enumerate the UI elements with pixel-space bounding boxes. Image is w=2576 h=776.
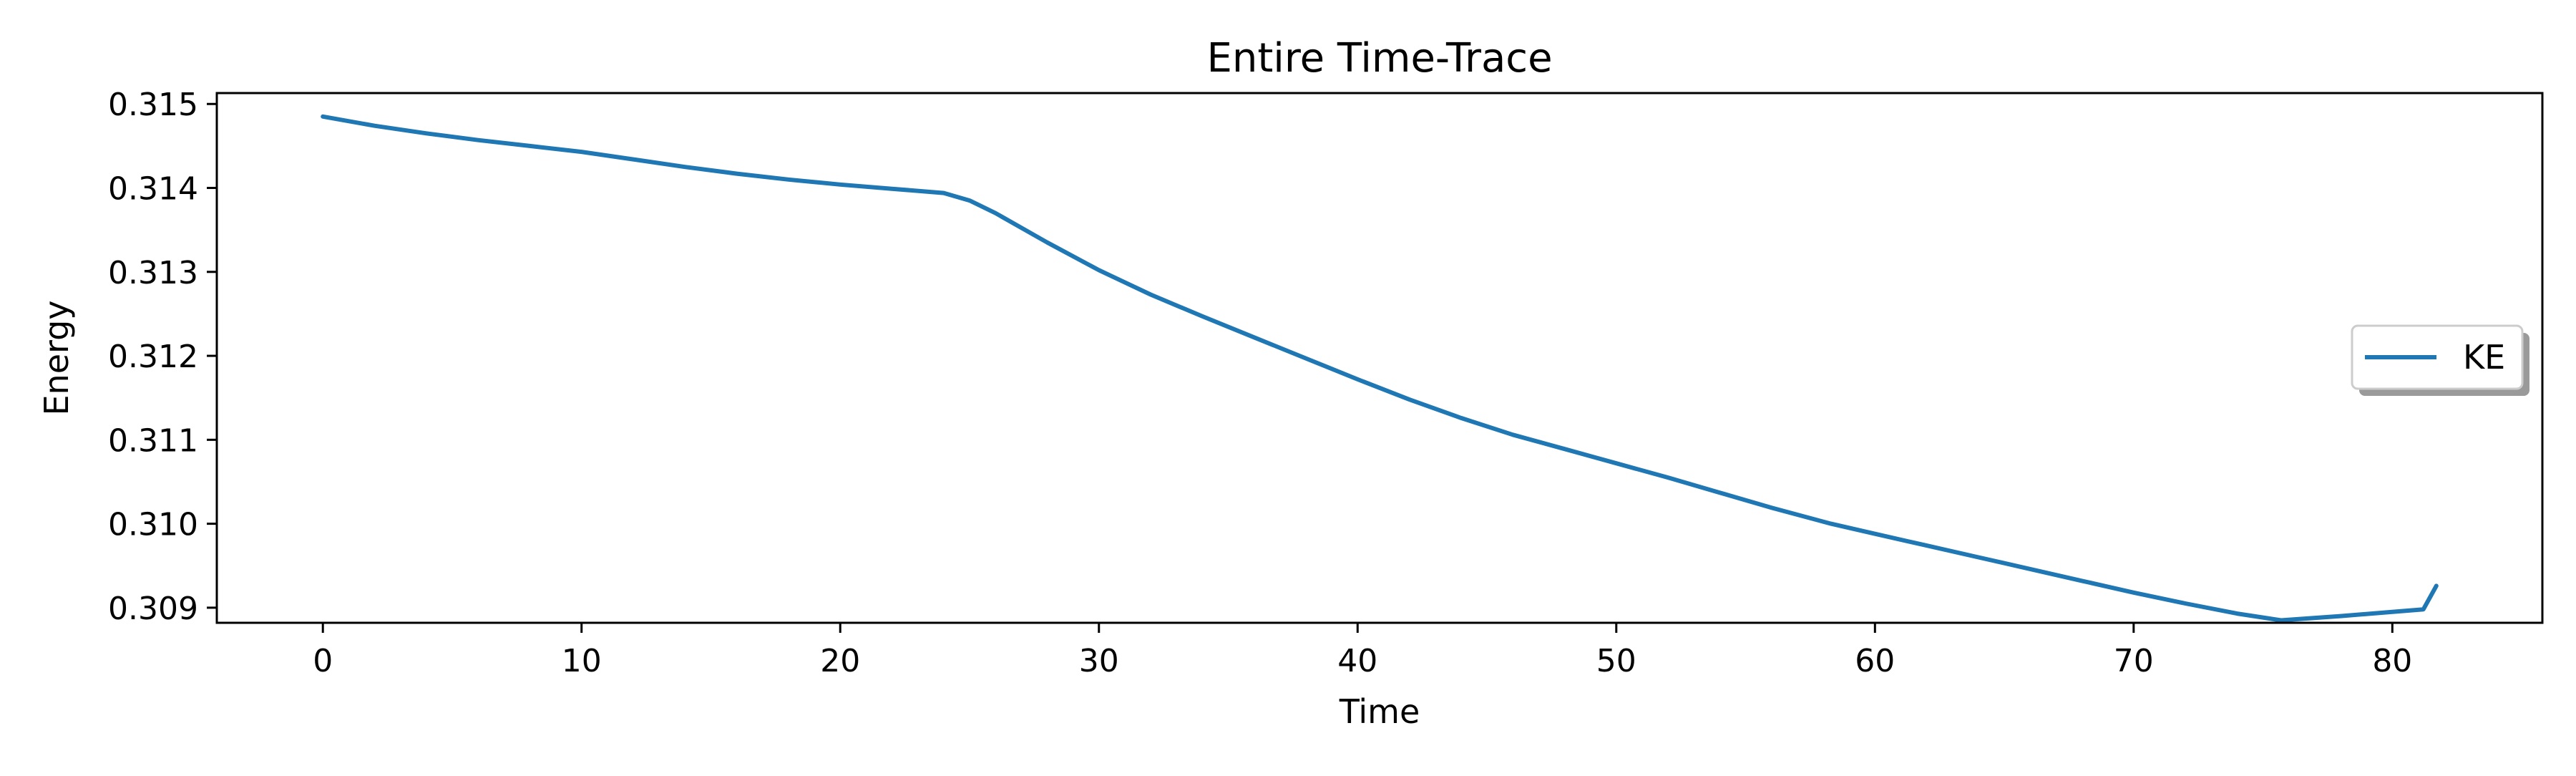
y-axis-ticks: 0.309 0.310 0.311 0.312 0.313 0.314 0.315 (108, 87, 217, 627)
x-tick-label: 40 (1337, 643, 1377, 679)
y-tick-label: 0.314 (108, 171, 198, 208)
x-tick-label: 70 (2114, 643, 2154, 679)
legend-label-ke: KE (2463, 338, 2505, 377)
y-tick-label: 0.315 (108, 87, 198, 123)
y-tick-label: 0.310 (108, 507, 198, 543)
series-line-ke (321, 114, 2439, 623)
y-axis-label: Energy (37, 300, 76, 415)
y-tick-label: 0.311 (108, 422, 198, 459)
plot-frame (215, 92, 2544, 624)
x-tick-label: 20 (820, 643, 860, 679)
x-tick-label: 60 (1855, 643, 1895, 679)
y-tick-label: 0.312 (108, 339, 198, 375)
x-tick-label: 10 (562, 643, 602, 679)
series-layer (321, 114, 2439, 623)
x-tick-label: 80 (2372, 643, 2412, 679)
chart-title: Entire Time-Trace (1206, 35, 1552, 82)
legend-box (2351, 324, 2524, 390)
x-axis-label: Time (1339, 692, 1420, 731)
x-tick-label: 50 (1596, 643, 1636, 679)
x-tick-label: 30 (1079, 643, 1119, 679)
legend: KE (2351, 324, 2529, 396)
x-tick-label: 0 (313, 643, 333, 679)
y-tick-label: 0.313 (108, 255, 198, 291)
y-tick-label: 0.309 (108, 591, 198, 627)
x-axis-ticks: 0 10 20 30 40 50 60 70 80 (313, 623, 2412, 679)
